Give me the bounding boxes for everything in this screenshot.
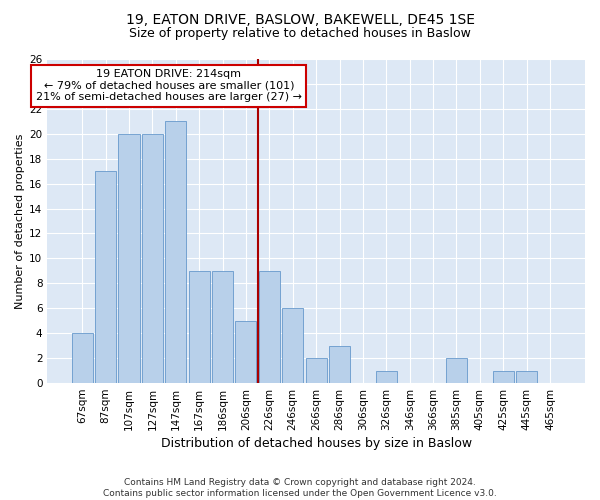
- Bar: [118, 134, 140, 383]
- Text: 19, EATON DRIVE, BASLOW, BAKEWELL, DE45 1SE: 19, EATON DRIVE, BASLOW, BAKEWELL, DE45 …: [125, 12, 475, 26]
- Bar: [516, 370, 537, 383]
- Bar: [165, 122, 187, 383]
- Bar: [95, 171, 116, 383]
- Bar: [212, 271, 233, 383]
- Bar: [305, 358, 326, 383]
- Bar: [72, 333, 93, 383]
- Bar: [259, 271, 280, 383]
- Bar: [142, 134, 163, 383]
- Bar: [376, 370, 397, 383]
- X-axis label: Distribution of detached houses by size in Baslow: Distribution of detached houses by size …: [161, 437, 472, 450]
- Bar: [329, 346, 350, 383]
- Y-axis label: Number of detached properties: Number of detached properties: [15, 134, 25, 308]
- Text: Size of property relative to detached houses in Baslow: Size of property relative to detached ho…: [129, 28, 471, 40]
- Bar: [446, 358, 467, 383]
- Text: 19 EATON DRIVE: 214sqm
← 79% of detached houses are smaller (101)
21% of semi-de: 19 EATON DRIVE: 214sqm ← 79% of detached…: [36, 69, 302, 102]
- Bar: [282, 308, 303, 383]
- Bar: [493, 370, 514, 383]
- Bar: [235, 320, 256, 383]
- Bar: [188, 271, 210, 383]
- Text: Contains HM Land Registry data © Crown copyright and database right 2024.
Contai: Contains HM Land Registry data © Crown c…: [103, 478, 497, 498]
